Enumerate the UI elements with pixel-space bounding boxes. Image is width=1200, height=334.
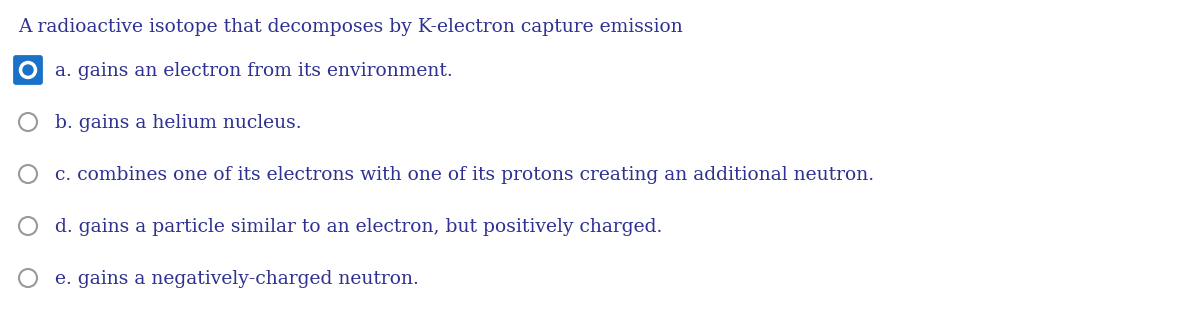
- Text: c. combines one of its electrons with one of its protons creating an additional : c. combines one of its electrons with on…: [55, 166, 874, 184]
- Circle shape: [23, 65, 34, 75]
- Text: e. gains a negatively-charged neutron.: e. gains a negatively-charged neutron.: [55, 270, 419, 288]
- Text: a. gains an electron from its environment.: a. gains an electron from its environmen…: [55, 62, 452, 80]
- Text: b. gains a helium nucleus.: b. gains a helium nucleus.: [55, 114, 301, 132]
- Text: A radioactive isotope that decomposes by K-electron capture emission: A radioactive isotope that decomposes by…: [18, 18, 683, 36]
- FancyBboxPatch shape: [14, 56, 42, 84]
- Text: d. gains a particle similar to an electron, but positively charged.: d. gains a particle similar to an electr…: [55, 218, 662, 236]
- Circle shape: [19, 61, 36, 78]
